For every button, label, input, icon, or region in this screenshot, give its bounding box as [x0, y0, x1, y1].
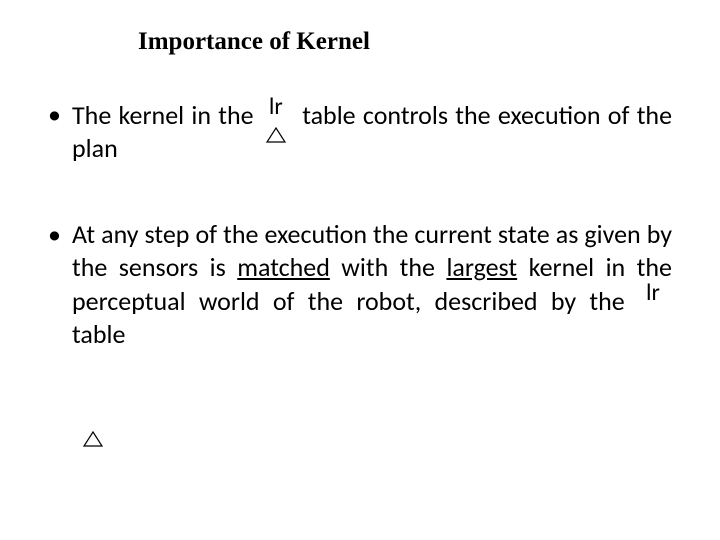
bullet1-text-a: The kernel in the [72, 99, 261, 131]
page-title: Importance of Kernel [138, 28, 672, 56]
bullet-item-2: At any step of the execution the current… [48, 218, 672, 352]
lr-symbol-1: lr [261, 98, 295, 124]
triangle-icon [265, 126, 287, 144]
bullet-item-1: The kernel in the lr table controls the … [48, 98, 672, 166]
bullet2-matched: matched [237, 251, 330, 283]
triangle-icon [82, 430, 104, 448]
lr-label-2: lr [646, 278, 660, 309]
lr-label-1: lr [269, 92, 283, 123]
bullet-list: The kernel in the lr table controls the … [48, 98, 672, 352]
bullet2-text-b: with the [330, 251, 447, 283]
lr-symbol-2: lr [638, 284, 672, 310]
bullet2-text-d: table [72, 318, 125, 350]
bullet2-largest: largest [446, 251, 517, 283]
